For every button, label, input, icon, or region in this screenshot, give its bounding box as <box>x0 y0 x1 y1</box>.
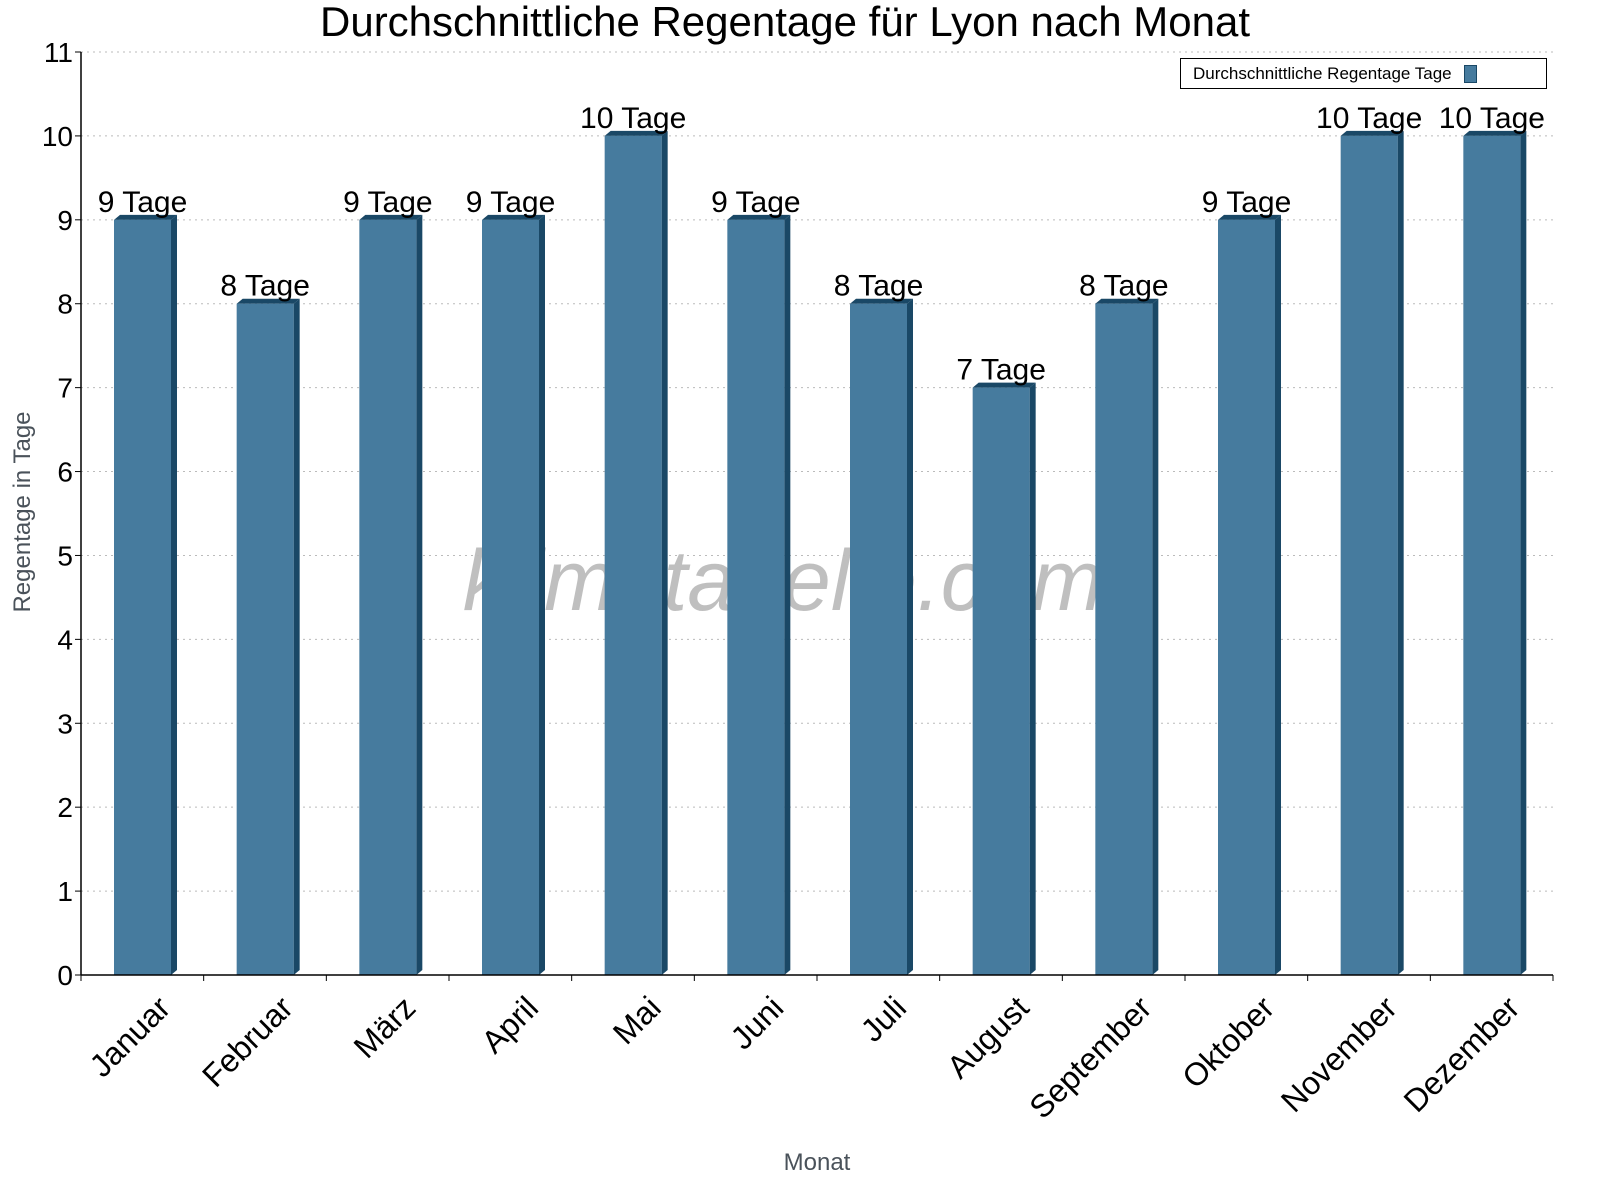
y-tick-label: 8 <box>57 289 73 320</box>
bar <box>1095 303 1153 975</box>
bar-top <box>850 298 913 304</box>
y-tick-label: 5 <box>57 540 73 571</box>
data-label: 7 Tage <box>956 354 1046 387</box>
bar <box>482 219 539 975</box>
x-axis-title: Monat <box>784 1149 851 1176</box>
bar <box>1218 219 1275 975</box>
bar <box>236 303 294 975</box>
bar <box>972 387 1030 975</box>
legend: Durchschnittliche Regentage Tage <box>1180 58 1547 89</box>
y-axis-title: Regentage in Tage <box>9 411 36 612</box>
bar-top <box>482 214 545 220</box>
bar-side <box>1520 130 1527 976</box>
bar-top <box>1218 214 1281 220</box>
x-tick-label: April <box>474 989 545 1060</box>
data-label: 9 Tage <box>1202 186 1292 219</box>
bar-top <box>114 214 177 220</box>
y-tick-label: 3 <box>57 708 73 739</box>
bar-side <box>539 214 545 975</box>
y-tick-label: 4 <box>57 624 73 655</box>
y-tick-label: 11 <box>44 37 73 68</box>
bar-side <box>1152 298 1159 975</box>
x-tick-label: September <box>1022 989 1158 1125</box>
bar-top <box>1463 130 1527 136</box>
x-tick-label: Oktober <box>1175 989 1281 1095</box>
bar-top <box>1095 298 1159 304</box>
y-tick-label: 10 <box>42 121 73 152</box>
y-tick-label: 9 <box>57 205 73 236</box>
bar-side <box>661 130 668 976</box>
bar-side <box>1029 382 1036 975</box>
x-tick-label: August <box>940 989 1036 1085</box>
data-label: 8 Tage <box>834 270 924 303</box>
data-label: 9 Tage <box>466 186 556 219</box>
x-tick-label: Dezember <box>1397 989 1527 1119</box>
x-tick-label: Februar <box>195 989 300 1094</box>
bar-top <box>727 214 791 220</box>
x-tick-label: März <box>347 989 423 1065</box>
bar-side <box>907 298 913 975</box>
legend-swatch <box>1463 64 1477 83</box>
bar-side <box>171 214 177 975</box>
bar-side <box>293 298 300 975</box>
data-label: 8 Tage <box>1079 270 1169 303</box>
x-tick-label: Juli <box>854 989 913 1048</box>
bar <box>359 219 417 975</box>
bar <box>114 219 171 975</box>
bar-side <box>1397 130 1404 976</box>
y-tick-label: 7 <box>57 373 73 404</box>
bar-top <box>359 214 423 220</box>
bar-top <box>604 130 668 136</box>
legend-label: Durchschnittliche Regentage Tage <box>1193 63 1452 83</box>
data-label: 8 Tage <box>220 270 310 303</box>
data-label: 10 Tage <box>1439 102 1545 135</box>
y-tick-label: 0 <box>57 960 73 991</box>
x-tick-label: Juni <box>723 989 790 1056</box>
data-label: 9 Tage <box>711 186 801 219</box>
bar-top <box>1340 130 1404 136</box>
bar <box>850 303 907 975</box>
y-tick-label: 2 <box>57 792 73 823</box>
bar-top <box>236 298 300 304</box>
x-tick-label: Mai <box>606 989 668 1051</box>
chart-title: Durchschnittliche Regentage für Lyon nac… <box>320 0 1250 45</box>
data-label: 10 Tage <box>1316 102 1422 135</box>
bar-side <box>1275 214 1281 975</box>
data-label: 9 Tage <box>98 186 188 219</box>
bar-side <box>784 214 791 975</box>
x-tick-label: November <box>1274 989 1404 1119</box>
data-label: 9 Tage <box>343 186 433 219</box>
bar-top <box>972 382 1036 388</box>
y-tick-label: 6 <box>57 457 73 488</box>
bar <box>604 135 662 976</box>
x-tick-label: Januar <box>82 989 177 1084</box>
y-tick-label: 1 <box>57 876 73 907</box>
data-label: 10 Tage <box>580 102 686 135</box>
bar <box>1340 135 1398 976</box>
bar <box>1463 135 1521 976</box>
bar <box>727 219 785 975</box>
bar-side <box>416 214 423 975</box>
